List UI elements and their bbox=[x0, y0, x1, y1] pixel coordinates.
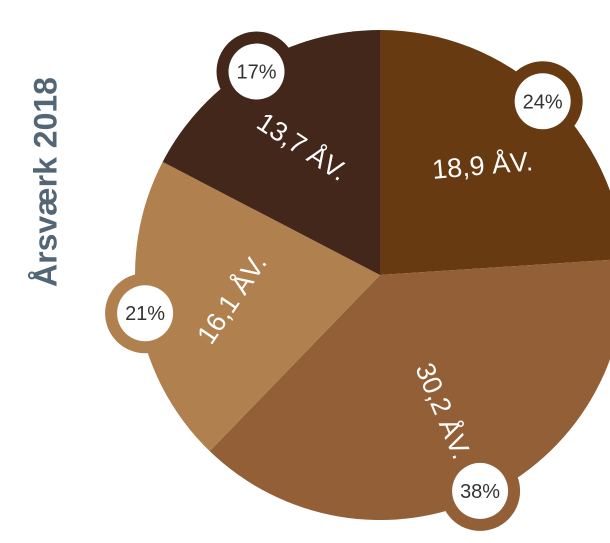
percent-badge-fill bbox=[228, 43, 285, 100]
pie-slice bbox=[380, 30, 610, 275]
pie-slices bbox=[135, 30, 610, 520]
percent-label: 17% bbox=[236, 62, 276, 84]
pie-slice bbox=[162, 30, 380, 275]
percent-badge-fill bbox=[452, 462, 509, 519]
percent-badges: 24% 38% 21% 17% bbox=[105, 31, 583, 531]
pie-slice bbox=[209, 259, 610, 520]
percent-label: 24% bbox=[523, 91, 563, 113]
percent-label: 38% bbox=[460, 481, 500, 503]
pie-slice bbox=[135, 161, 380, 452]
chart-title: Årsværk 2018 bbox=[27, 77, 64, 287]
percent-badge-fill bbox=[514, 73, 571, 130]
percent-label: 21% bbox=[125, 303, 165, 325]
percent-badge-fill bbox=[117, 285, 174, 342]
